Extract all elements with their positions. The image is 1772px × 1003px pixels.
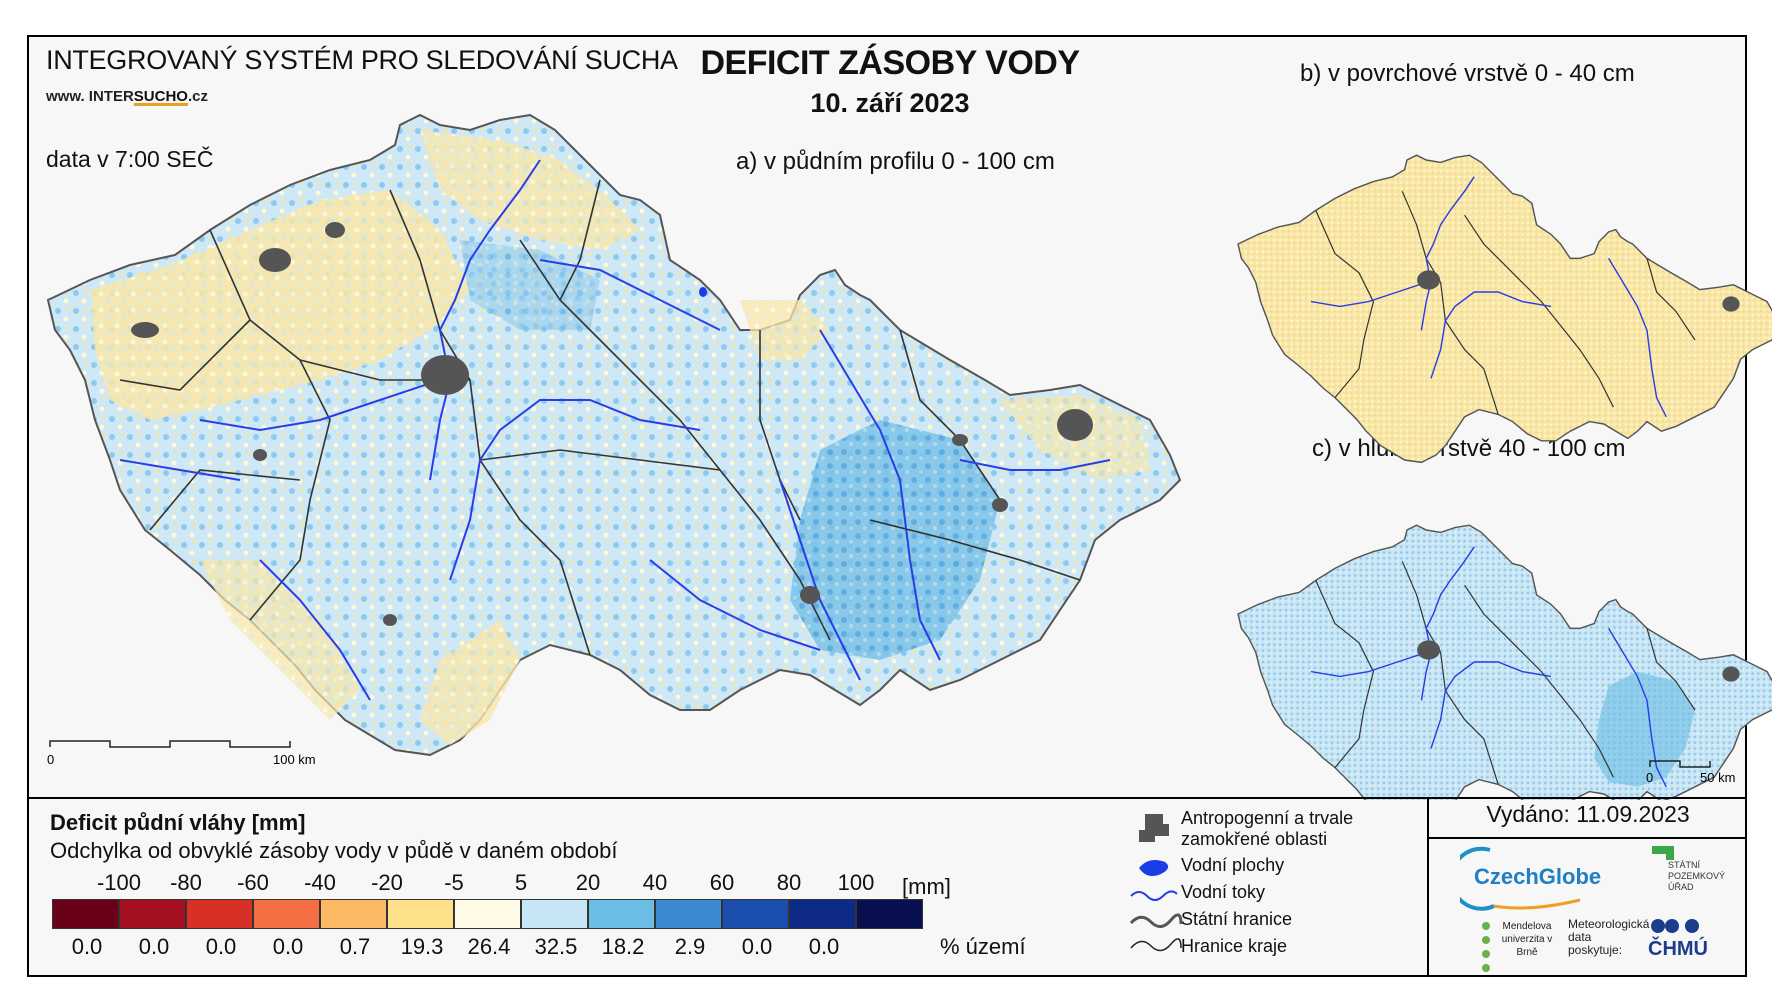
chmu-logo-icon bbox=[1651, 919, 1699, 933]
wet-zone-north bbox=[460, 240, 600, 330]
system-title: INTEGROVANÝ SYSTÉM PRO SLEDOVÁNÍ SUCHA bbox=[46, 45, 678, 75]
czechglobe-name: CzechGlobe bbox=[1474, 864, 1601, 889]
issuer-separator bbox=[1427, 797, 1429, 977]
legend-swatch bbox=[856, 899, 923, 929]
legend-break-label: 5 bbox=[514, 870, 528, 895]
legend-percentage: 2.9 bbox=[674, 934, 706, 959]
mendel-text: Mendelova univerzita v Brně bbox=[1501, 921, 1553, 958]
legend-separator bbox=[27, 797, 1747, 799]
legend-break-label: -80 bbox=[170, 870, 202, 895]
website-link[interactable]: www. INTERSUCHO.cz bbox=[46, 88, 208, 105]
region-border-icon bbox=[1130, 938, 1182, 952]
symbol-water-label: Vodní plochy bbox=[1181, 855, 1285, 875]
map-b-label: b) v povrchové vrstvě 0 - 40 cm bbox=[1300, 60, 1635, 87]
legend-swatch bbox=[186, 899, 253, 929]
legend-percentage: 32.5 bbox=[534, 934, 578, 959]
dry-zone-south bbox=[420, 620, 520, 745]
symbol-region-border-label: Hranice kraje bbox=[1181, 936, 1288, 956]
urban-areas bbox=[131, 222, 1093, 626]
legend-break-label: -100 bbox=[96, 870, 142, 895]
legend-break-label: -60 bbox=[237, 870, 269, 895]
legend-break-label: 20 bbox=[575, 870, 601, 895]
legend-break-label: 60 bbox=[709, 870, 735, 895]
legend-break-label: 40 bbox=[642, 870, 668, 895]
legend-percentage: 0.0 bbox=[71, 934, 103, 959]
legend-percentage: 0.0 bbox=[272, 934, 304, 959]
legend-swatch bbox=[253, 899, 320, 929]
legend-swatch bbox=[320, 899, 387, 929]
water-body-icon bbox=[1139, 860, 1169, 876]
dry-zone-southwest bbox=[200, 560, 360, 720]
rivers-main bbox=[119, 159, 1111, 701]
legend-break-label: -5 bbox=[444, 870, 464, 895]
spu-text: STÁTNÍ POZEMKOVÝ ÚŘAD bbox=[1668, 860, 1726, 892]
mendel-dots-icon bbox=[1482, 922, 1490, 972]
river-icon bbox=[1130, 890, 1178, 901]
urban-icon bbox=[1139, 814, 1169, 842]
legend-percentage: 0.0 bbox=[808, 934, 840, 959]
scale-bar-small bbox=[1649, 760, 1711, 768]
legend-swatch bbox=[722, 899, 789, 929]
czechglobe-logo: CzechGlobe bbox=[1460, 846, 1601, 911]
chmu-name: ČHMÚ bbox=[1648, 938, 1708, 960]
scale-small-start: 0 bbox=[1646, 770, 1653, 785]
meteo-text: Meteorologická data poskytuje: bbox=[1568, 917, 1650, 957]
legend-percentage: 19.3 bbox=[400, 934, 444, 959]
legend-break-label: -40 bbox=[304, 870, 336, 895]
legend-unit: [mm] bbox=[902, 874, 951, 899]
legend-color-bar bbox=[52, 899, 923, 929]
legend-percentage: 0.0 bbox=[205, 934, 237, 959]
legend-swatch bbox=[588, 899, 655, 929]
issued-separator bbox=[1427, 837, 1747, 839]
legend-percentage: 0.0 bbox=[138, 934, 170, 959]
symbol-legend-icons bbox=[1129, 814, 1183, 952]
map-svg-layer: 0 100 km bbox=[46, 113, 1772, 800]
symbol-urban-label: Antropogenní a trvale zamokřené oblasti bbox=[1181, 808, 1354, 849]
legend-swatch bbox=[789, 899, 856, 929]
legend-break-label: -20 bbox=[371, 870, 403, 895]
wet-zone-moravia bbox=[790, 420, 1000, 660]
legend-swatch bbox=[119, 899, 186, 929]
legend-break-label: 100 bbox=[837, 870, 875, 895]
data-time-label: data v 7:00 SEČ bbox=[46, 146, 214, 172]
legend-percentage: 18.2 bbox=[601, 934, 645, 959]
legend-percentage: 26.4 bbox=[467, 934, 511, 959]
scale-bar-main bbox=[49, 740, 291, 748]
map-c bbox=[1237, 524, 1772, 800]
dry-zone-northeast bbox=[740, 300, 830, 360]
legend-swatch bbox=[655, 899, 722, 929]
legend-swatch bbox=[521, 899, 588, 929]
legend-swatch bbox=[52, 899, 119, 929]
map-c-label: c) v hlubší vrstvě 40 - 100 cm bbox=[1312, 435, 1626, 462]
legend-subtitle: Odchylka od obvyklé zásoby vody v půdě v… bbox=[50, 838, 618, 863]
legend-swatch bbox=[454, 899, 521, 929]
dry-zone-north bbox=[420, 130, 640, 250]
map-date: 10. září 2023 bbox=[810, 88, 970, 118]
legend-percentage: 0.0 bbox=[741, 934, 773, 959]
map-a-label: a) v půdním profilu 0 - 100 cm bbox=[736, 148, 1055, 175]
spu-logo bbox=[1652, 846, 1674, 860]
scale-small-end: 50 km bbox=[1700, 770, 1735, 785]
scale-main-end: 100 km bbox=[273, 752, 316, 767]
legend-break-label: 80 bbox=[776, 870, 802, 895]
legend-title: Deficit půdní vláhy [mm] bbox=[50, 810, 306, 835]
scale-main-start: 0 bbox=[47, 752, 54, 767]
legend-swatch bbox=[387, 899, 454, 929]
legend-percentage: 0.7 bbox=[339, 934, 371, 959]
symbol-rivers-label: Vodní toky bbox=[1181, 882, 1266, 902]
state-border-icon bbox=[1129, 913, 1183, 928]
percent-label: % území bbox=[940, 934, 1026, 959]
dry-zone-west bbox=[90, 190, 470, 420]
map-b bbox=[1237, 154, 1772, 464]
issued-date: Vydáno: 11.09.2023 bbox=[1486, 801, 1690, 827]
main-title: DEFICIT ZÁSOBY VODY bbox=[700, 44, 1080, 82]
symbol-state-border-label: Státní hranice bbox=[1181, 909, 1293, 929]
water-body bbox=[699, 287, 707, 297]
